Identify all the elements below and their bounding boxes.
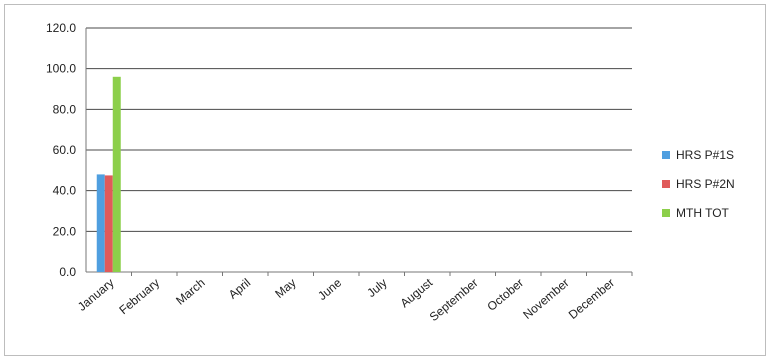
y-tick-label: 100.0: [46, 62, 76, 76]
y-tick-label: 120.0: [46, 21, 76, 35]
legend-label: MTH TOT: [676, 205, 729, 220]
legend-swatch: [662, 179, 670, 188]
legend-item: HRS P#1S: [662, 144, 735, 165]
x-tick-label: May: [272, 276, 298, 301]
x-tick-label: August: [398, 275, 436, 310]
bar-hrs-p-2n-january: [104, 175, 113, 272]
y-tick-label: 20.0: [53, 224, 77, 238]
x-tick-label: July: [364, 276, 389, 300]
x-tick-label: January: [75, 276, 117, 314]
y-tick-labels: 0.0 20.0 40.0 60.0 80.0 100.0 120.0: [46, 21, 76, 279]
x-tick-label: June: [315, 275, 344, 303]
legend-item: MTH TOT: [662, 202, 735, 223]
chart-frame: [4, 4, 766, 356]
legend: HRS P#1S HRS P#2N MTH TOT: [662, 144, 735, 231]
legend-swatch: [662, 208, 670, 217]
x-tick-label: September: [427, 276, 481, 324]
y-tick-label: 40.0: [53, 184, 77, 198]
x-tick-labels: January February March April May June July Augu…: [75, 272, 633, 324]
x-tick-label: November: [520, 276, 571, 322]
y-tick-label: 60.0: [53, 143, 77, 157]
bar-mth-tot-january: [112, 76, 121, 272]
x-tick-label: December: [566, 276, 617, 322]
bars: [96, 76, 121, 272]
y-tick-label: 0.0: [59, 265, 76, 279]
x-tick-label: October: [484, 276, 526, 314]
legend-label: HRS P#2N: [676, 176, 735, 191]
legend-item: HRS P#2N: [662, 173, 735, 194]
legend-label: HRS P#1S: [676, 147, 735, 162]
legend-swatch: [662, 150, 670, 159]
x-tick-label: February: [116, 276, 162, 318]
y-tick-label: 80.0: [53, 102, 77, 116]
x-tick-label: March: [173, 276, 208, 308]
x-tick-label: April: [226, 276, 253, 302]
bar-hrs-p-1s-january: [96, 174, 105, 272]
gridlines: [86, 27, 632, 232]
